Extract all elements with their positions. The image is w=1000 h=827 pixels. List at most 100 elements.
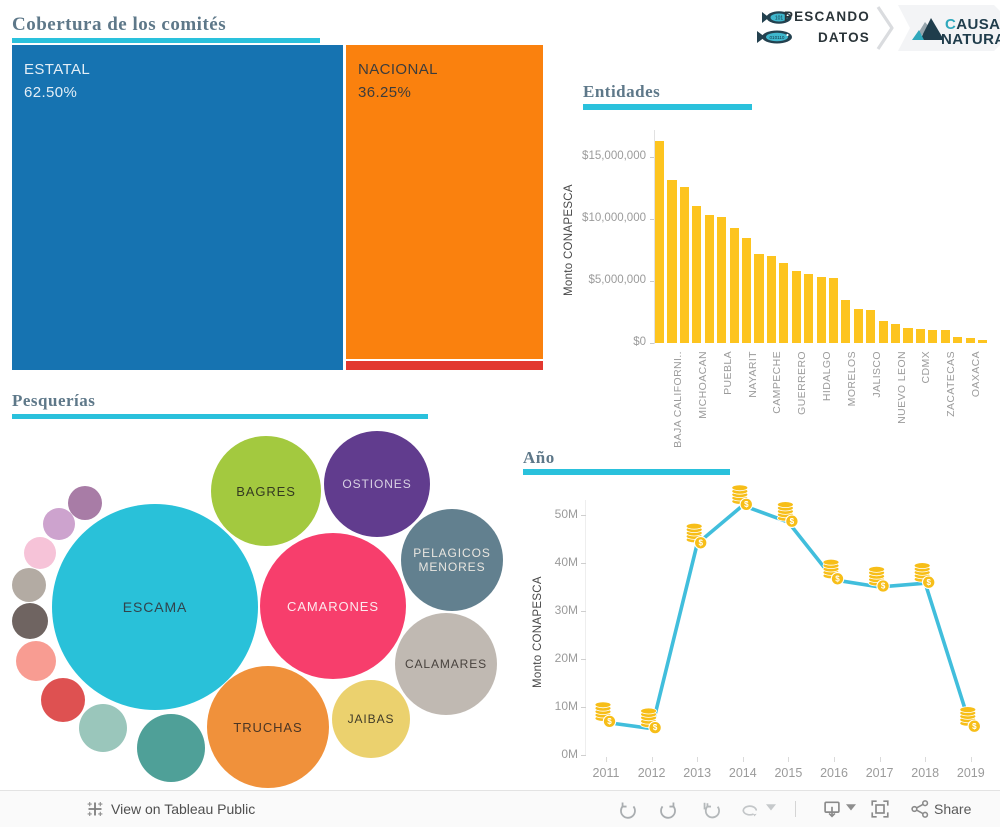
bar-y-axis-title: Monto CONAPESCA (563, 184, 575, 296)
caret-down-icon[interactable] (766, 804, 776, 812)
line-y-tick-label: 30M (554, 603, 578, 617)
bar-x-tick-label: HIDALGO (821, 351, 834, 402)
treemap-slice-ESTATAL[interactable]: ESTATAL 62.50% (12, 45, 343, 370)
bubble-small[interactable] (12, 568, 46, 602)
line-x-tick (834, 757, 835, 762)
bar-x-tick-label: NAYARIT (746, 351, 759, 398)
bar-NAYARIT[interactable] (741, 237, 752, 343)
bubble-small[interactable] (68, 486, 102, 520)
bar-x-tick-label: OAXACA (970, 351, 983, 398)
bubble-small[interactable] (12, 603, 48, 639)
bar-MICHOACAN[interactable] (692, 205, 702, 343)
bar-GUERRERO[interactable] (791, 271, 801, 343)
coin-stack-icon-2018[interactable]: $ (913, 562, 936, 589)
bar-x-tick-label: CDMX (920, 351, 933, 384)
bar-entidad-15[interactable] (828, 278, 839, 343)
pescando-datos-wordmark-top: PESCANDO (784, 9, 870, 24)
bar-entidad-13[interactable] (804, 273, 814, 343)
line-x-tick (970, 757, 972, 762)
coin-stack-icon-2012[interactable]: $ (640, 707, 662, 735)
bar-NUEVO LEON[interactable] (891, 324, 901, 343)
undo-icon[interactable] (617, 800, 637, 820)
bubble-small[interactable] (16, 641, 56, 681)
caret-down-icon[interactable] (846, 804, 856, 812)
bubble-truchas[interactable]: TRUCHAS (207, 666, 329, 788)
bar-entidad-5[interactable] (704, 215, 714, 343)
bar-entidad-3[interactable] (679, 187, 689, 343)
natura-wordmark: NATURA (941, 31, 1000, 48)
bubble-jaibas[interactable]: JAIBAS (332, 680, 410, 758)
bar-JALISCO[interactable] (866, 309, 876, 343)
line-x-tick (925, 757, 927, 762)
svg-text:$: $ (926, 578, 931, 587)
bubble-calamares[interactable]: CALAMARES (395, 613, 497, 715)
bubble-small[interactable] (43, 508, 75, 540)
bubble-pelagicos-menores[interactable]: PELAGICOS MENORES (401, 509, 503, 611)
line-y-tick (581, 611, 586, 612)
bar-title-underline (583, 104, 752, 110)
bubble-small[interactable] (24, 537, 56, 569)
line-y-tick (581, 755, 586, 756)
bubble-bagres[interactable]: BAGRES (211, 436, 321, 546)
bubble-ostiones[interactable]: OSTIONES (324, 431, 430, 537)
svg-text:$: $ (744, 500, 749, 509)
bar-entidad-25[interactable] (953, 337, 963, 343)
footer-toolbar: View on Tableau Public (0, 790, 1000, 827)
line-title-underline (523, 469, 730, 475)
share-icon[interactable] (910, 799, 930, 819)
download-icon[interactable] (822, 799, 842, 819)
bar-entidad-17[interactable] (853, 308, 863, 343)
bar-entidad-7[interactable] (729, 227, 739, 343)
svg-text:$: $ (835, 574, 840, 583)
coin-stack-icon-2019[interactable]: $ (959, 706, 982, 733)
bubble-small[interactable] (79, 704, 127, 752)
svg-text:101: 101 (775, 16, 784, 22)
bubble-escama[interactable]: ESCAMA (52, 504, 258, 710)
bar-entidad-27[interactable] (977, 339, 988, 343)
bar-MORELOS[interactable] (841, 299, 851, 343)
trend-line (605, 503, 973, 731)
bar-entidad-23[interactable] (928, 330, 938, 343)
bar-x-tick-label: GUERRERO (796, 351, 809, 415)
refresh-icon[interactable] (740, 800, 760, 820)
bar-entidad-11[interactable] (779, 262, 789, 343)
share-button-label[interactable]: Share (934, 801, 972, 817)
bar-OAXACA[interactable] (965, 338, 975, 343)
svg-text:$: $ (790, 517, 795, 526)
view-on-tableau-public-link[interactable]: View on Tableau Public (111, 801, 256, 817)
bar-entidad-9[interactable] (754, 253, 764, 343)
bar-title: Entidades (583, 82, 661, 101)
coin-stack-icon-2014[interactable]: $ (731, 484, 754, 512)
bubble-camarones[interactable]: CAMARONES (260, 533, 406, 679)
bar-ZACATECAS[interactable] (940, 330, 950, 343)
treemap-slice-NACIONAL[interactable]: NACIONAL 36.25% (346, 45, 543, 359)
coin-stack-icon-2016[interactable]: $ (822, 558, 845, 586)
bar-entidad-1[interactable] (655, 141, 665, 343)
bar-PUEBLA[interactable] (717, 216, 727, 343)
coin-stack-icon-2017[interactable]: $ (868, 565, 890, 593)
bar-CAMPECHE[interactable] (766, 255, 776, 343)
bubble-title: Pesquerías (12, 391, 96, 410)
revert-icon[interactable] (701, 800, 721, 820)
bar-y-tick (650, 343, 654, 344)
bar-BAJA CALIFORNI..[interactable] (667, 179, 677, 343)
bar-CDMX[interactable] (915, 329, 925, 343)
bubble-small[interactable] (137, 714, 205, 782)
bubble-small[interactable] (41, 678, 85, 722)
bar-entidad-21[interactable] (903, 327, 913, 343)
bar-entidad-19[interactable] (878, 321, 888, 343)
treemap-slice-small[interactable] (346, 361, 543, 370)
bubble-label: JAIBAS (347, 712, 395, 726)
line-x-tick (879, 757, 881, 762)
coin-stack-icon-2015[interactable]: $ (776, 501, 799, 528)
fullscreen-icon[interactable] (870, 799, 890, 819)
treemap-slice-label: NACIONAL 36.25% (358, 61, 438, 101)
line-chart: $ $ $ $ $ $ $ $ $ (594, 484, 982, 735)
redo-icon[interactable] (659, 800, 679, 820)
fish-icon: 101 (762, 11, 792, 24)
bar-HIDALGO[interactable] (816, 276, 826, 343)
bar-y-tick-label: $0 (633, 336, 646, 348)
coin-stack-icon-2011[interactable]: $ (594, 701, 617, 729)
coin-stack-icon-2013[interactable]: $ (685, 522, 708, 550)
bar-x-tick-label: ZACATECAS (945, 351, 958, 417)
